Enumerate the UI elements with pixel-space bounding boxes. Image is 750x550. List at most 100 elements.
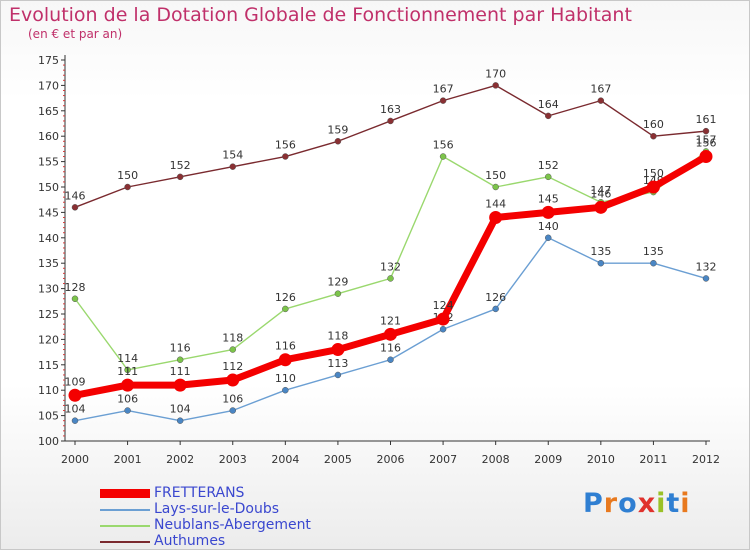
x-tick-label: 2005 (324, 453, 352, 466)
data-label: 135 (643, 245, 664, 258)
data-point (545, 173, 552, 181)
data-point (124, 183, 131, 191)
logo-letter: t (666, 488, 681, 519)
data-point (545, 234, 552, 242)
data-label: 146 (65, 189, 86, 202)
y-tick-label: 125 (38, 308, 59, 321)
y-tick-label: 155 (38, 156, 59, 169)
legend-label: Neublans-Abergement (154, 517, 311, 533)
data-point (229, 163, 236, 170)
data-label: 118 (222, 332, 243, 345)
data-label: 121 (380, 314, 401, 327)
legend-swatch (100, 489, 150, 498)
data-label: 156 (275, 139, 296, 152)
data-point (597, 259, 605, 267)
x-tick-label: 2003 (219, 453, 247, 466)
data-label: 124 (433, 299, 454, 312)
data-point (439, 153, 447, 160)
y-tick-label: 165 (38, 105, 59, 118)
data-label: 147 (590, 184, 611, 197)
y-tick-label: 160 (38, 130, 59, 143)
data-label: 116 (170, 342, 191, 355)
data-point (176, 356, 184, 363)
data-point (71, 417, 79, 424)
data-point (229, 346, 236, 353)
chart-title: Evolution de la Dotation Globale de Fonc… (9, 4, 632, 26)
y-tick-label: 120 (38, 333, 59, 346)
data-label: 156 (433, 139, 454, 152)
data-label: 160 (643, 118, 664, 131)
legend-label: FRETTERANS (154, 485, 245, 501)
logo-letter: o (618, 488, 638, 519)
data-label: 114 (117, 352, 138, 365)
data-point (492, 183, 499, 191)
legend-label: Lays-sur-le-Doubs (154, 501, 280, 517)
data-label: 145 (538, 192, 559, 205)
data-point (334, 371, 342, 379)
y-tick-label: 115 (38, 359, 59, 372)
x-tick-label: 2007 (429, 453, 457, 466)
data-point (545, 112, 552, 120)
data-label: 128 (65, 281, 86, 294)
x-tick-label: 2006 (377, 453, 405, 466)
data-label: 144 (485, 197, 506, 210)
data-point (282, 153, 289, 160)
data-label: 161 (696, 113, 717, 126)
data-point (229, 407, 236, 414)
data-point (176, 173, 184, 181)
data-label: 163 (380, 103, 401, 116)
x-tick-label: 2010 (587, 453, 615, 466)
data-point (384, 327, 397, 341)
x-tick-label: 2008 (482, 453, 510, 466)
data-point (541, 205, 555, 219)
data-point (334, 138, 342, 145)
data-label: 157 (696, 133, 717, 146)
data-label: 167 (590, 83, 611, 96)
x-tick-label: 2004 (271, 453, 299, 466)
data-point (646, 180, 660, 194)
x-tick-label: 2011 (639, 453, 667, 466)
data-label: 111 (170, 365, 191, 378)
legend: FRETTERANS Lays-sur-le-Doubs Neublans-Aber… (100, 485, 400, 550)
data-label: 167 (433, 83, 454, 96)
data-label: 170 (485, 67, 506, 80)
y-tick-label: 110 (38, 384, 59, 397)
legend-swatch (100, 509, 150, 511)
data-label: 140 (538, 220, 559, 233)
legend-item: Neublans-Abergement (100, 517, 400, 534)
data-label: 146 (590, 187, 611, 200)
chart-subtitle: (en € et par an) (28, 27, 123, 41)
data-label: 132 (380, 260, 401, 273)
data-label: 154 (222, 149, 243, 162)
data-point (597, 97, 605, 104)
y-tick-label: 150 (38, 181, 59, 194)
data-label: 135 (590, 245, 611, 258)
data-label: 106 (117, 393, 138, 406)
data-label: 104 (170, 403, 191, 416)
logo-letter: i (680, 488, 691, 519)
data-label: 104 (65, 403, 86, 416)
data-label: 126 (275, 291, 296, 304)
data-point (650, 259, 657, 267)
data-point (387, 275, 394, 282)
data-point (436, 312, 450, 326)
data-point (492, 82, 499, 89)
legend-label: Authumes (154, 533, 226, 549)
data-point (387, 356, 394, 363)
data-point (489, 210, 503, 224)
y-tick-label: 140 (38, 232, 59, 245)
data-label: 150 (485, 169, 506, 182)
data-point (439, 97, 447, 104)
x-tick-label: 2000 (61, 453, 89, 466)
data-point (492, 305, 499, 313)
y-tick-label: 130 (38, 283, 59, 296)
data-point (282, 386, 289, 394)
y-tick-label: 145 (38, 206, 59, 219)
data-point (702, 127, 710, 135)
data-point (699, 150, 713, 164)
data-label: 156 (696, 137, 717, 150)
proxiti-logo: Proxiti (583, 488, 691, 519)
data-point (334, 290, 342, 297)
